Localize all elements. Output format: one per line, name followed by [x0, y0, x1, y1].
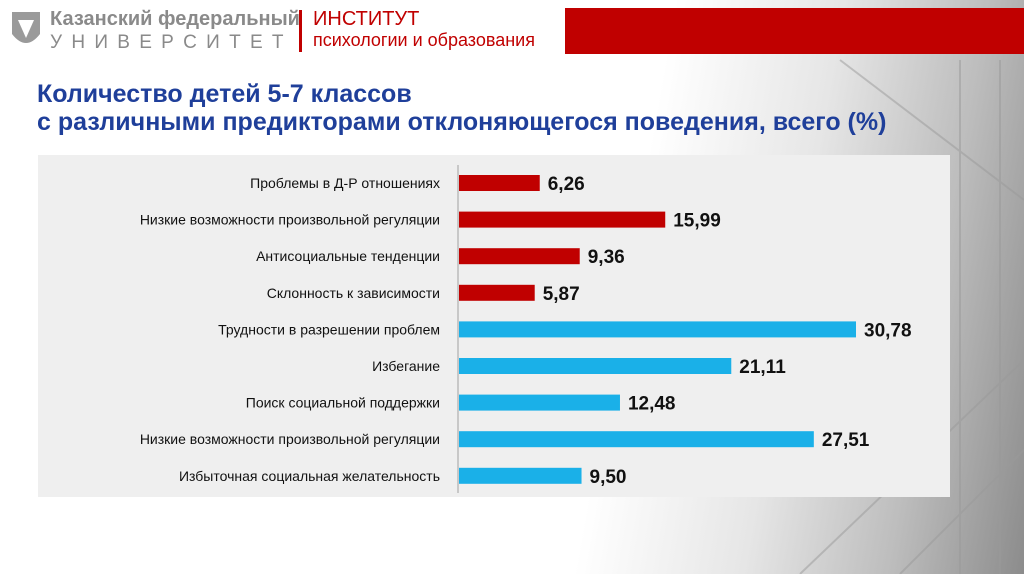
university-name: Казанский федеральный — [50, 8, 300, 30]
university-word: У Н И В Е Р С И Т Е Т — [50, 32, 286, 53]
logo — [12, 12, 40, 43]
value-label: 6,26 — [548, 174, 585, 195]
value-label: 30,78 — [864, 320, 912, 341]
value-label: 12,48 — [628, 394, 676, 415]
value-label: 15,99 — [673, 211, 721, 232]
value-label: 21,11 — [739, 357, 786, 378]
institute-name: психологии и образования — [313, 30, 535, 50]
chart-subtitle: с различными предикторами отклоняющегося… — [37, 108, 887, 136]
category-label: Поиск социальной поддержки — [246, 395, 440, 411]
bar — [459, 358, 732, 374]
category-label: Склонность к зависимости — [267, 285, 440, 301]
value-label: 9,50 — [590, 467, 627, 488]
institute-title: ИНСТИТУТ — [313, 8, 420, 30]
category-label: Избегание — [372, 358, 440, 374]
bar — [459, 211, 666, 228]
category-label: Проблемы в Д-Р отношениях — [250, 175, 440, 191]
category-label: Трудности в разрешении проблем — [218, 321, 440, 337]
value-label: 27,51 — [822, 430, 870, 451]
category-label: Низкие возможности произвольной регуляци… — [140, 212, 440, 228]
category-label: Антисоциальные тенденции — [256, 248, 440, 264]
bar — [459, 321, 856, 338]
bar — [459, 467, 582, 484]
bar — [459, 175, 540, 191]
bar — [459, 431, 814, 448]
category-label: Избыточная социальная желательность — [179, 468, 440, 484]
bar — [459, 248, 580, 265]
bar — [459, 394, 620, 411]
value-label: 9,36 — [588, 247, 625, 268]
category-label: Низкие возможности произвольной регуляци… — [140, 431, 440, 447]
divider — [299, 10, 302, 52]
value-label: 5,87 — [543, 284, 580, 305]
header-band — [565, 8, 1024, 54]
chart-title: Количество детей 5-7 классов — [37, 80, 412, 108]
bar — [459, 284, 535, 301]
